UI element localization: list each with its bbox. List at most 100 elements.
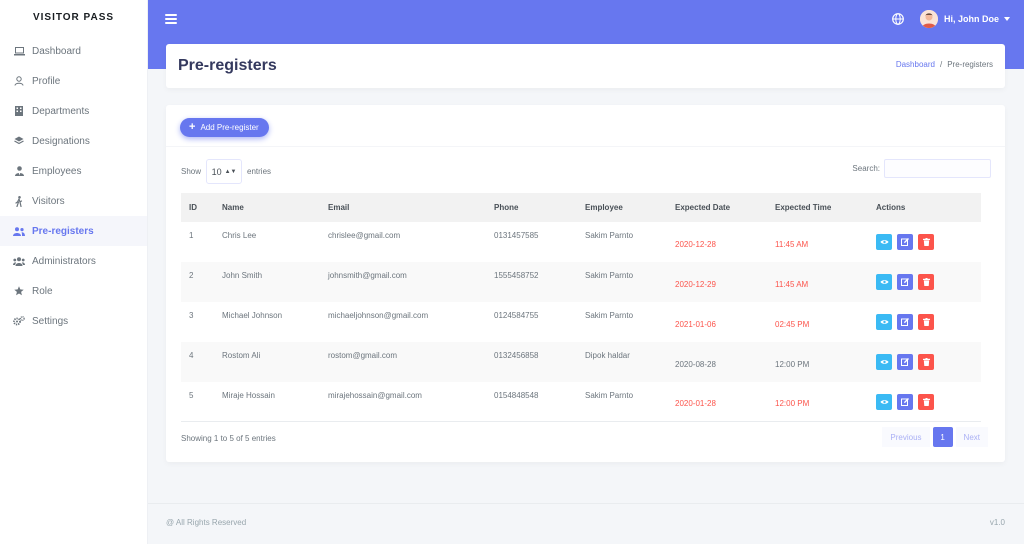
sidebar-item-label: Profile bbox=[32, 75, 61, 87]
pagination-previous[interactable]: Previous bbox=[882, 427, 930, 447]
sidebar-item-visitors[interactable]: Visitors bbox=[0, 186, 147, 216]
cell-phone: 0154848548 bbox=[494, 391, 539, 400]
cell-expected-date: 2020-01-28 bbox=[675, 399, 716, 408]
view-button[interactable] bbox=[876, 354, 892, 370]
cell-expected-time: 11:45 AM bbox=[775, 239, 809, 249]
sidebar-item-dashboard[interactable]: Dashboard bbox=[0, 36, 147, 66]
sidebar-item-employees[interactable]: Employees bbox=[0, 156, 147, 186]
delete-button[interactable] bbox=[918, 393, 934, 410]
column-header-expected-date[interactable]: Expected Date bbox=[675, 203, 731, 212]
table-header-row: ID Name Email Phone Employee Expected Da… bbox=[181, 193, 981, 222]
column-header-name[interactable]: Name bbox=[222, 203, 244, 212]
table-search: Search: bbox=[852, 159, 991, 178]
card-header: + Add Pre-register bbox=[166, 105, 1005, 147]
column-header-phone[interactable]: Phone bbox=[494, 203, 519, 212]
view-button[interactable] bbox=[876, 234, 892, 250]
entries-select[interactable]: 10 ▲▼ bbox=[206, 159, 243, 184]
sidebar-menu: Dashboard Profile Departments Designatio… bbox=[0, 36, 147, 336]
cell-expected-time: 11:45 AM bbox=[775, 279, 809, 289]
walking-icon bbox=[12, 194, 26, 208]
entries-length-control: Show 10 ▲▼ entries bbox=[181, 159, 271, 184]
view-button[interactable] bbox=[876, 274, 892, 290]
delete-button[interactable] bbox=[918, 314, 934, 330]
pagination: Previous 1 Next bbox=[882, 427, 988, 447]
view-button[interactable] bbox=[876, 314, 892, 330]
table-row: 4 Rostom Ali rostom@gmail.com 0132456858… bbox=[181, 342, 981, 382]
sidebar-item-designations[interactable]: Designations bbox=[0, 126, 147, 156]
column-header-employee[interactable]: Employee bbox=[585, 203, 623, 212]
delete-button[interactable] bbox=[918, 274, 934, 290]
delete-button[interactable] bbox=[918, 354, 934, 370]
trash-icon bbox=[922, 238, 930, 246]
sidebar-item-label: Role bbox=[32, 285, 53, 297]
cell-employee: Sakim Parnto bbox=[585, 391, 634, 400]
breadcrumb-current: Pre-registers bbox=[947, 60, 993, 69]
cell-id: 4 bbox=[189, 351, 194, 360]
globe-icon[interactable] bbox=[892, 13, 904, 25]
column-header-id[interactable]: ID bbox=[189, 203, 197, 212]
sidebar-item-label: Visitors bbox=[32, 195, 65, 207]
cell-id: 3 bbox=[189, 311, 194, 320]
user-friends-icon bbox=[12, 224, 26, 238]
sidebar-item-role[interactable]: Role bbox=[0, 276, 147, 306]
cell-expected-time: 12:00 PM bbox=[775, 359, 810, 369]
cell-expected-time: 12:00 PM bbox=[775, 399, 810, 408]
section-header: Pre-registers Dashboard / Pre-registers bbox=[166, 44, 1005, 88]
breadcrumb-separator: / bbox=[939, 60, 943, 69]
table-row: 5 Miraje Hossain mirajehossain@gmail.com… bbox=[181, 382, 981, 422]
cell-actions bbox=[868, 234, 981, 250]
sidebar-item-pre-registers[interactable]: Pre-registers bbox=[0, 216, 147, 246]
eye-icon bbox=[880, 399, 888, 404]
cell-phone: 0124584755 bbox=[494, 311, 539, 320]
avatar[interactable] bbox=[919, 10, 938, 28]
laptop-icon bbox=[12, 44, 26, 58]
delete-button[interactable] bbox=[918, 234, 934, 250]
sidebar-item-label: Settings bbox=[32, 315, 69, 327]
star-icon bbox=[12, 284, 26, 298]
cell-employee: Sakim Parnto bbox=[585, 231, 634, 240]
edit-button[interactable] bbox=[897, 234, 913, 250]
sidebar-item-label: Dashboard bbox=[32, 45, 81, 57]
cell-employee: Sakim Parnto bbox=[585, 311, 634, 320]
entries-label: entries bbox=[247, 167, 272, 176]
view-button[interactable] bbox=[876, 393, 892, 410]
edit-icon bbox=[901, 318, 909, 326]
edit-button[interactable] bbox=[897, 274, 913, 290]
table-row: 2 John Smith johnsmith@gmail.com 1555458… bbox=[181, 262, 981, 302]
edit-button[interactable] bbox=[897, 354, 913, 370]
cell-expected-date: 2020-08-28 bbox=[675, 359, 716, 369]
cell-phone: 1555458752 bbox=[494, 271, 539, 280]
building-icon bbox=[12, 104, 26, 118]
sidebar-item-settings[interactable]: Settings bbox=[0, 306, 147, 336]
edit-icon bbox=[901, 238, 909, 246]
user-tie-icon bbox=[12, 164, 26, 178]
menu-toggle-icon[interactable] bbox=[165, 14, 177, 24]
search-input[interactable] bbox=[884, 159, 991, 178]
brand-logo[interactable]: VISITOR PASS bbox=[32, 12, 115, 23]
column-header-expected-time[interactable]: Expected Time bbox=[775, 203, 832, 212]
sidebar-item-departments[interactable]: Departments bbox=[0, 96, 147, 126]
cell-actions bbox=[868, 354, 981, 370]
user-greeting[interactable]: Hi, John Doe bbox=[943, 14, 999, 24]
entries-value: 10 bbox=[211, 166, 222, 177]
cell-employee: Dipok haldar bbox=[585, 351, 630, 360]
sidebar-item-administrators[interactable]: Administrators bbox=[0, 246, 147, 276]
sidebar-item-label: Departments bbox=[32, 105, 90, 117]
table-info: Showing 1 to 5 of 5 entries bbox=[181, 434, 276, 443]
eye-icon bbox=[880, 360, 888, 364]
edit-button[interactable] bbox=[897, 393, 913, 410]
main-footer: @ All Rights Reserved v1.0 bbox=[148, 503, 1024, 544]
pagination-page-1[interactable]: 1 bbox=[932, 427, 953, 447]
pagination-next[interactable]: Next bbox=[955, 427, 988, 447]
add-pre-register-button[interactable]: + Add Pre-register bbox=[180, 118, 269, 137]
breadcrumb-dashboard-link[interactable]: Dashboard bbox=[895, 60, 935, 69]
sidebar-item-profile[interactable]: Profile bbox=[0, 66, 147, 96]
user-icon bbox=[12, 74, 26, 88]
column-header-actions: Actions bbox=[876, 203, 906, 212]
cell-expected-date: 2020-12-29 bbox=[675, 279, 716, 289]
edit-button[interactable] bbox=[897, 314, 913, 330]
column-header-email[interactable]: Email bbox=[328, 203, 350, 212]
copyright-text: @ All Rights Reserved bbox=[166, 518, 247, 527]
chevron-down-icon[interactable] bbox=[1004, 17, 1010, 21]
edit-icon bbox=[901, 358, 909, 366]
